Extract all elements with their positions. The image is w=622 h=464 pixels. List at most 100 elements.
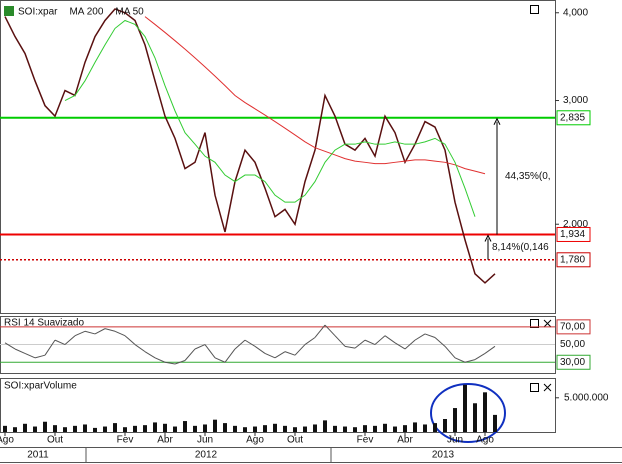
- year-label: 2013: [432, 450, 455, 461]
- volume-bar: [463, 384, 467, 432]
- y-tick-label: 5.000.000: [564, 392, 609, 403]
- volume-bar: [203, 424, 207, 432]
- rsi-segment: [444, 345, 456, 359]
- year-label: 2012: [195, 450, 218, 461]
- rsi-segment: [104, 328, 116, 332]
- rsi-segment: [24, 352, 36, 359]
- x-tick-label: Ago: [0, 435, 14, 446]
- annotation: 8,14%(0,146: [492, 242, 549, 253]
- volume-bar: [413, 422, 417, 432]
- rsi-segment: [424, 333, 436, 338]
- panel-title: RSI 14 Suavizado: [4, 318, 84, 329]
- rsi-segment: [64, 335, 76, 345]
- legend-entry: MA 200: [69, 7, 103, 18]
- rsi-segment: [184, 348, 196, 361]
- rsi-segment: [474, 352, 486, 361]
- x-tick-label: Ago: [246, 435, 264, 446]
- volume-bar: [153, 422, 157, 432]
- rsi-segment: [364, 339, 376, 346]
- volume-bar: [363, 425, 367, 432]
- level-label: 1,780: [560, 254, 585, 265]
- volume-bar: [263, 425, 267, 432]
- volume-bar: [43, 421, 47, 432]
- volume-bar: [23, 423, 27, 432]
- rsi-segment: [14, 348, 26, 354]
- rsi-label-box: [556, 354, 591, 370]
- rsi-segment: [164, 361, 176, 365]
- volume-bar: [273, 423, 277, 432]
- rsi-segment: [484, 345, 496, 354]
- legend-entry: SOI:xpar: [18, 7, 58, 18]
- rsi-segment: [414, 333, 426, 341]
- rsi-segment: [264, 352, 276, 359]
- rsi-label-box: [556, 319, 591, 335]
- legend-icon: [4, 6, 14, 16]
- rsi-segment: [454, 357, 466, 363]
- rsi-segment: [464, 359, 476, 363]
- highlight-ellipse: [430, 383, 506, 443]
- volume-bar: [73, 425, 77, 432]
- level-label: 2,835: [560, 112, 585, 123]
- panel-buttons[interactable]: [530, 5, 552, 392]
- x-tick-label: Out: [47, 435, 63, 446]
- volume-bar: [83, 424, 87, 432]
- rsi-segment: [34, 354, 46, 359]
- rsi-segment: [354, 339, 366, 349]
- volume-bar: [303, 426, 307, 432]
- x-tick-label: Fev: [357, 435, 374, 446]
- volume-bar: [343, 426, 347, 432]
- volume-bar: [493, 414, 497, 432]
- rsi-segment: [304, 337, 316, 345]
- volume-bar: [433, 423, 437, 432]
- volume-bar: [33, 426, 37, 432]
- level-label-box: [556, 252, 591, 268]
- rsi-segment: [394, 342, 406, 350]
- volume-bar: [233, 425, 237, 432]
- level-label-box: [556, 110, 591, 126]
- y-tick-label: 3,000: [563, 95, 588, 106]
- volume-bar: [63, 427, 67, 432]
- rsi-segment: [434, 337, 446, 347]
- price-line: [144, 16, 486, 175]
- volume-bar: [453, 408, 457, 432]
- rsi-segment: [174, 360, 186, 365]
- rsi-segment: [44, 339, 56, 356]
- volume-bar: [333, 425, 337, 432]
- y-tick-label: 70,00: [560, 321, 585, 332]
- volume-bar: [163, 423, 167, 432]
- volume-bar: [353, 427, 357, 432]
- volume-bar: [293, 427, 297, 432]
- rsi-segment: [94, 328, 106, 335]
- rsi-segment: [54, 339, 66, 346]
- rsi-segment: [404, 339, 416, 350]
- volume-bar: [53, 425, 57, 432]
- volume-bar: [323, 420, 327, 432]
- volume-bar: [223, 423, 227, 432]
- volume-bar: [313, 424, 317, 432]
- volume-bar: [383, 423, 387, 432]
- rsi-segment: [124, 335, 136, 345]
- volume-bar: [373, 425, 377, 432]
- y-tick-label: 2,000: [563, 219, 588, 230]
- volume-bar: [283, 425, 287, 432]
- x-tick-label: Ago: [476, 435, 494, 446]
- arrow-head: [493, 117, 501, 126]
- rsi-segment: [314, 324, 326, 338]
- price-line: [4, 8, 496, 284]
- volume-bar: [423, 424, 427, 432]
- rsi-segment: [284, 351, 296, 356]
- rsi-segment: [114, 330, 126, 337]
- volume-bar: [443, 419, 447, 432]
- x-tick-label: Abr: [397, 435, 413, 446]
- arrow-head: [484, 234, 492, 242]
- rsi-segment: [144, 351, 156, 359]
- volume-bar: [213, 419, 217, 432]
- rsi-segment: [204, 344, 216, 359]
- rsi-segment: [334, 335, 346, 347]
- volume-bar: [483, 392, 487, 432]
- rsi-segment: [154, 357, 166, 363]
- annotation: 44,35%(0,: [505, 171, 551, 182]
- x-tick-label: Fev: [117, 435, 134, 446]
- x-tick-label: Abr: [157, 435, 173, 446]
- volume-bar: [393, 426, 397, 432]
